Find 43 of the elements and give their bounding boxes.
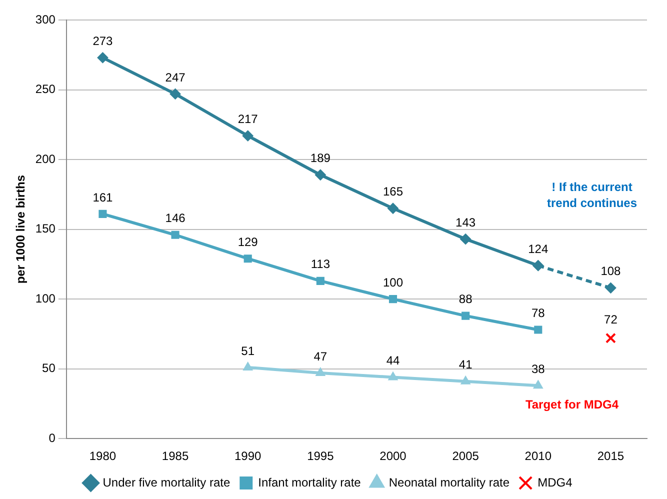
data-label: 217 bbox=[238, 112, 258, 126]
annotation: Target for MDG4 bbox=[525, 397, 619, 412]
data-label: 129 bbox=[238, 234, 258, 249]
data-label: 44 bbox=[386, 354, 400, 368]
data-label: 78 bbox=[531, 306, 546, 320]
legend-label: Neonatal mortality rate bbox=[388, 475, 510, 490]
y-tick-label: 0 bbox=[48, 430, 56, 445]
legend-label: Under five mortality rate bbox=[102, 475, 230, 490]
y-axis-title: per 1000 live births bbox=[14, 174, 28, 284]
y-tick-label: 300 bbox=[35, 12, 56, 26]
data-label: 146 bbox=[165, 211, 186, 226]
data-label: 88 bbox=[458, 292, 473, 306]
x-tick-label: 2000 bbox=[380, 449, 407, 464]
data-label: 165 bbox=[382, 184, 404, 199]
data-label: 72 bbox=[604, 312, 618, 326]
x-tick-label: 1980 bbox=[89, 449, 116, 464]
data-label: 47 bbox=[314, 349, 328, 364]
data-label: 113 bbox=[310, 257, 330, 272]
x-tick-label: 2005 bbox=[452, 449, 480, 464]
data-label: 41 bbox=[458, 358, 473, 372]
data-label: 100 bbox=[382, 275, 404, 290]
data-label: 108 bbox=[600, 264, 622, 278]
annotation: ! If the current trend continues bbox=[546, 180, 638, 210]
data-label: 189 bbox=[310, 151, 331, 166]
y-tick-label: 250 bbox=[35, 82, 56, 96]
x-tick-label: 2015 bbox=[597, 449, 624, 464]
data-label: 124 bbox=[528, 242, 548, 256]
x-tick-label: 1990 bbox=[234, 449, 262, 464]
y-tick-label: 150 bbox=[35, 222, 56, 236]
legend-label: MDG4 bbox=[538, 475, 573, 490]
data-label: 161 bbox=[92, 190, 114, 204]
data-label: 247 bbox=[165, 70, 186, 84]
data-label: 143 bbox=[456, 215, 476, 230]
x-tick-label: 2010 bbox=[524, 449, 552, 464]
y-tick-label: 100 bbox=[35, 291, 56, 306]
x-tick-label: 1995 bbox=[307, 449, 334, 464]
x-tick-label: 1985 bbox=[162, 449, 189, 464]
y-tick-label: 200 bbox=[35, 152, 56, 166]
y-tick-label: 50 bbox=[42, 361, 56, 376]
data-label: 38 bbox=[531, 362, 546, 376]
data-label: 51 bbox=[241, 344, 255, 358]
legend-label: Infant mortality rate bbox=[258, 475, 362, 490]
data-label: 273 bbox=[92, 34, 114, 48]
